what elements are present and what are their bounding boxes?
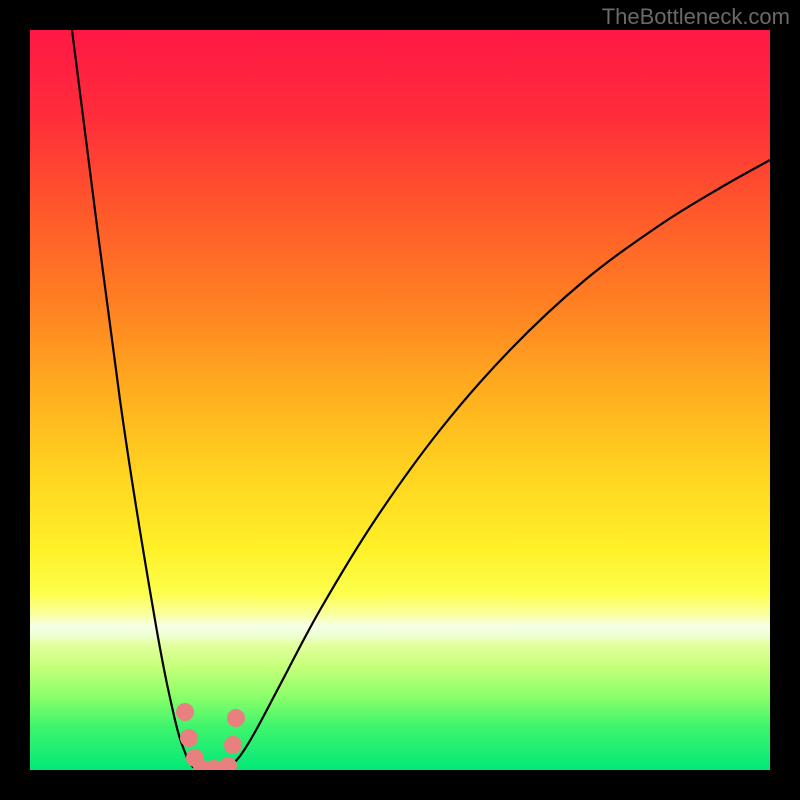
bottleneck-chart [0, 0, 800, 800]
chart-container: TheBottleneck.com [0, 0, 800, 800]
watermark-text: TheBottleneck.com [602, 4, 790, 30]
data-marker [176, 703, 194, 721]
data-marker [224, 736, 242, 754]
chart-plot-area [30, 30, 770, 770]
data-marker [227, 709, 245, 727]
data-marker [180, 729, 198, 747]
